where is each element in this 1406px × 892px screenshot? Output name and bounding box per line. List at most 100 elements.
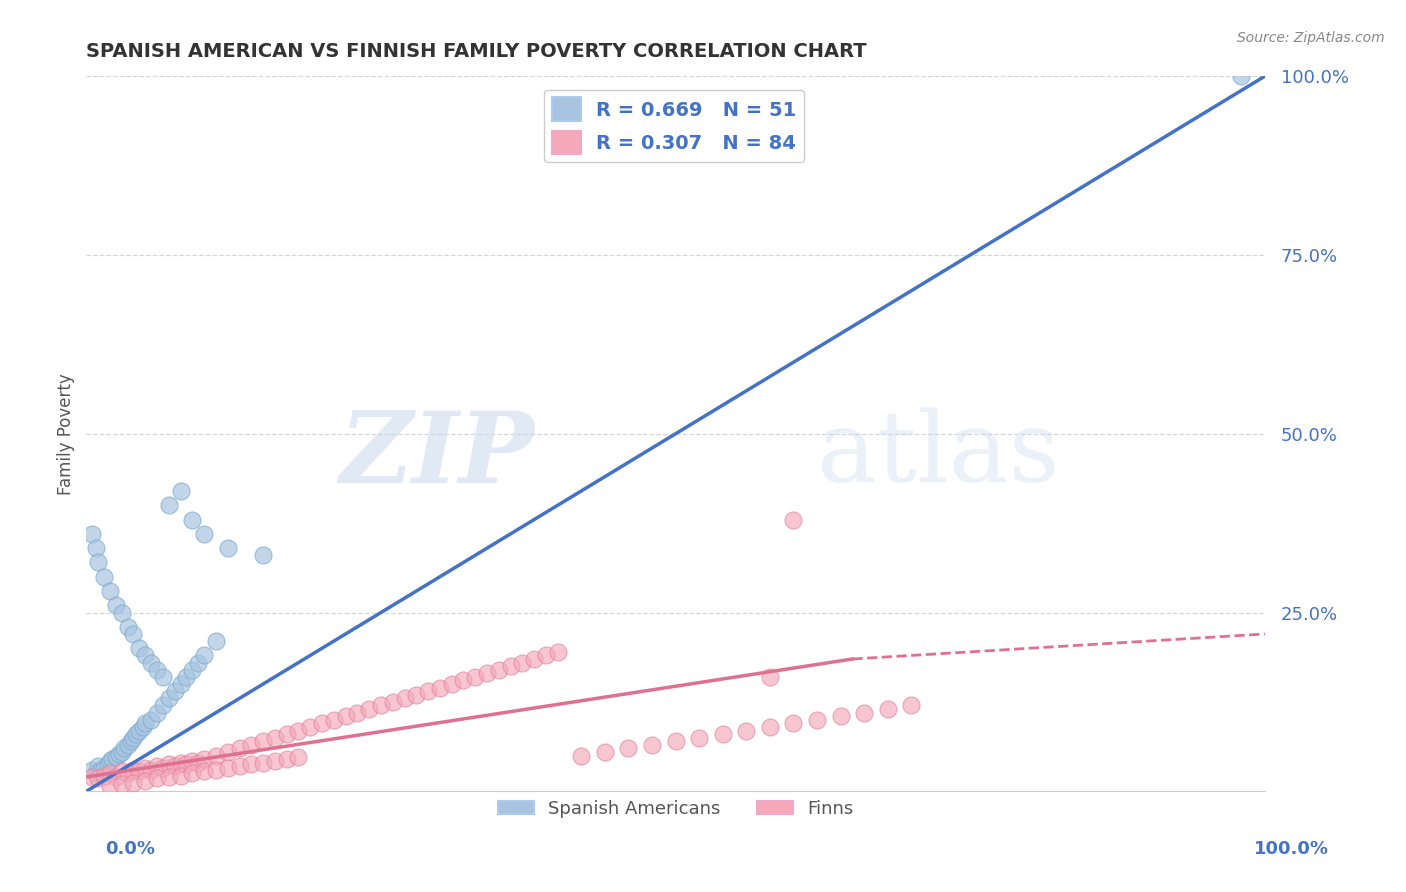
Point — [759, 670, 782, 684]
Point — [176, 670, 198, 684]
Point — [228, 759, 250, 773]
Point — [512, 656, 534, 670]
Point — [217, 761, 239, 775]
Point — [157, 691, 180, 706]
Point — [87, 759, 110, 773]
Point — [240, 738, 263, 752]
Point — [205, 748, 228, 763]
Point — [322, 713, 344, 727]
Point — [146, 706, 169, 720]
Point — [287, 750, 309, 764]
Point — [111, 606, 134, 620]
Point — [134, 648, 156, 663]
Point — [169, 483, 191, 498]
Point — [263, 731, 285, 745]
Point — [806, 713, 828, 727]
Point — [569, 748, 592, 763]
Point — [252, 756, 274, 770]
Point — [181, 754, 204, 768]
Point — [287, 723, 309, 738]
Point — [96, 757, 118, 772]
Point — [405, 688, 427, 702]
Point — [311, 716, 333, 731]
Point — [98, 766, 121, 780]
Point — [128, 764, 150, 779]
Point — [181, 663, 204, 677]
Text: Source: ZipAtlas.com: Source: ZipAtlas.com — [1237, 31, 1385, 45]
Point — [453, 673, 475, 688]
Point — [122, 627, 145, 641]
Point — [104, 599, 127, 613]
Point — [87, 556, 110, 570]
Point — [593, 745, 616, 759]
Point — [132, 720, 155, 734]
Point — [1230, 69, 1253, 83]
Point — [217, 541, 239, 556]
Point — [335, 709, 357, 723]
Point — [117, 620, 139, 634]
Point — [475, 666, 498, 681]
Point — [111, 777, 134, 791]
Point — [782, 512, 804, 526]
Point — [146, 772, 169, 786]
Y-axis label: Family Poverty: Family Poverty — [58, 373, 75, 495]
Point — [82, 763, 104, 777]
Point — [370, 698, 392, 713]
Point — [139, 713, 162, 727]
Legend: Spanish Americans, Finns: Spanish Americans, Finns — [491, 793, 860, 825]
Point — [381, 695, 404, 709]
Point — [104, 750, 127, 764]
Point — [108, 747, 131, 761]
Point — [252, 549, 274, 563]
Point — [139, 763, 162, 777]
Point — [104, 770, 127, 784]
Point — [617, 741, 640, 756]
Point — [84, 541, 107, 556]
Point — [82, 770, 104, 784]
Point — [146, 663, 169, 677]
Point — [416, 684, 439, 698]
Point — [181, 766, 204, 780]
Point — [93, 768, 115, 782]
Point — [664, 734, 686, 748]
Point — [193, 752, 215, 766]
Text: atlas: atlas — [817, 408, 1060, 503]
Point — [117, 738, 139, 752]
Point — [128, 723, 150, 738]
Point — [152, 761, 174, 775]
Point — [853, 706, 876, 720]
Point — [117, 766, 139, 780]
Point — [82, 527, 104, 541]
Point — [125, 727, 148, 741]
Text: ZIP: ZIP — [339, 407, 534, 503]
Point — [488, 663, 510, 677]
Point — [169, 768, 191, 782]
Point — [394, 691, 416, 706]
Point — [499, 659, 522, 673]
Point — [89, 764, 111, 779]
Point — [134, 716, 156, 731]
Point — [299, 720, 322, 734]
Point — [900, 698, 922, 713]
Point — [263, 754, 285, 768]
Point — [346, 706, 368, 720]
Point — [440, 677, 463, 691]
Point — [84, 766, 107, 780]
Point — [252, 734, 274, 748]
Point — [146, 759, 169, 773]
Point — [876, 702, 898, 716]
Point — [163, 684, 186, 698]
Text: 100.0%: 100.0% — [1254, 840, 1329, 858]
Point — [217, 745, 239, 759]
Point — [134, 773, 156, 788]
Point — [122, 731, 145, 745]
Point — [193, 648, 215, 663]
Point — [830, 709, 852, 723]
Point — [98, 584, 121, 599]
Point — [122, 763, 145, 777]
Point — [688, 731, 710, 745]
Point — [228, 741, 250, 756]
Point — [169, 756, 191, 770]
Point — [139, 656, 162, 670]
Point — [523, 652, 546, 666]
